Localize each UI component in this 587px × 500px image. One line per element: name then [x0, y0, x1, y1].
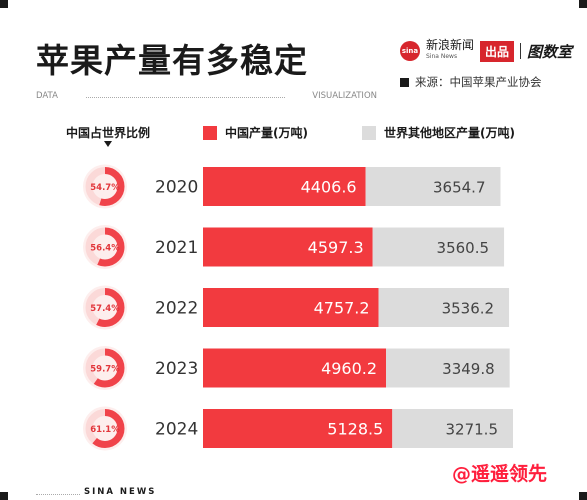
watermark-text: @遥遥领先	[452, 463, 548, 485]
share-column-header: 中国占世界比例	[66, 126, 151, 140]
visualization-label: VISUALIZATION	[312, 91, 377, 101]
bar-rest	[365, 167, 501, 206]
legend-label-china: 中国产量(万吨)	[225, 126, 308, 140]
year-label: 2024	[155, 420, 198, 440]
source-note: 来源：中国苹果产业协会	[400, 74, 542, 90]
frame-corner	[579, 492, 587, 500]
value-label-china: 5128.5	[327, 420, 383, 439]
share-label: 61.1%	[90, 425, 120, 435]
value-label-china: 4406.6	[301, 178, 357, 197]
brand-block: sina 新浪新闻 Sina News 出品 图数室	[400, 38, 573, 62]
share-label: 59.7%	[90, 365, 120, 375]
legend-item-rest: 世界其他地区产量(万吨)	[362, 124, 515, 141]
share-label: 54.7%	[90, 183, 120, 193]
bar-china	[203, 167, 366, 206]
brand-divider	[520, 43, 522, 59]
share-label: 57.4%	[90, 304, 120, 314]
share-ring-arc	[85, 227, 125, 267]
brand-tag: 出品	[480, 40, 515, 62]
brand-name-en: Sina News	[426, 53, 458, 60]
year-label: 2023	[155, 359, 198, 379]
bar-rest	[386, 348, 510, 388]
frame-corner	[579, 0, 587, 8]
brand-name: 新浪新闻 Sina News	[426, 38, 475, 62]
chart-title: 苹果产量有多稳定	[36, 41, 308, 80]
legend-label-rest: 世界其他地区产量(万吨)	[384, 126, 515, 140]
value-label-china: 4597.3	[308, 238, 364, 257]
source-text: 来源：中国苹果产业协会	[415, 75, 542, 89]
bar-china	[203, 227, 373, 267]
dotted-rule	[86, 97, 285, 98]
bar-rest	[372, 227, 505, 267]
share-ring-arc	[85, 409, 125, 448]
frame-corner	[0, 492, 8, 500]
legend-swatch-china	[203, 125, 217, 140]
share-ring-arc	[85, 348, 125, 388]
year-label: 2022	[155, 299, 198, 319]
share-ring-arc	[85, 167, 125, 206]
brand-name-cn: 新浪新闻	[426, 38, 475, 52]
bar-china	[203, 409, 393, 448]
bar-rest	[392, 409, 513, 448]
value-label-rest: 3560.5	[437, 239, 490, 257]
value-label-china: 4757.2	[314, 299, 370, 318]
value-label-china: 4960.2	[321, 359, 377, 378]
year-label: 2021	[155, 238, 198, 258]
triangle-down-icon	[104, 141, 112, 147]
value-label-rest: 3654.7	[433, 179, 486, 197]
share-ring-arc	[85, 288, 125, 327]
value-label-rest: 3536.2	[442, 300, 495, 318]
bar-china	[203, 288, 379, 327]
value-label-rest: 3349.8	[442, 360, 495, 378]
data-visualization-rule: DATA VISUALIZATION	[36, 91, 377, 103]
footer-text: SINA NEWS	[80, 487, 161, 497]
frame-corner	[0, 0, 8, 8]
data-label: DATA	[36, 91, 58, 101]
bar-china	[203, 348, 387, 388]
share-label: 56.4%	[90, 244, 120, 254]
value-label-rest: 3271.5	[446, 421, 499, 439]
bar-rest	[378, 288, 510, 327]
year-label: 2020	[155, 178, 198, 198]
square-bullet-icon	[400, 77, 409, 87]
brand-sub: 图数室	[527, 42, 573, 61]
sina-logo-icon: sina	[400, 41, 420, 61]
legend-swatch-rest	[362, 125, 376, 140]
legend-item-china: 中国产量(万吨)	[203, 124, 308, 141]
